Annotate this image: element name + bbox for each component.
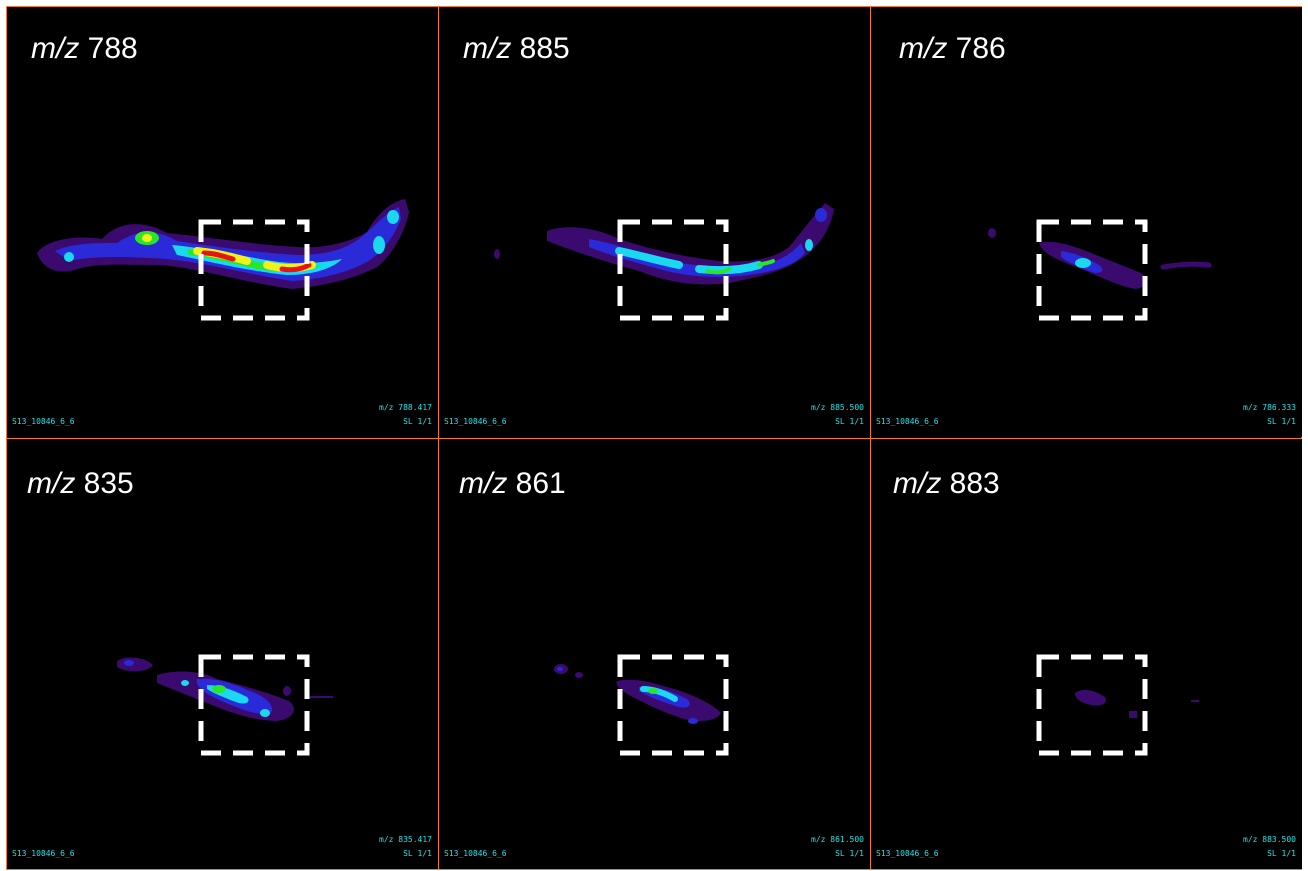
ion-image-835 [117, 654, 333, 756]
mz-prefix: m/z [893, 467, 942, 500]
mz-prefix: m/z [463, 32, 512, 65]
mz-prefix: m/z [27, 467, 76, 500]
sample-id: S13_10846_6_6 [876, 417, 939, 426]
panel-mz-786: m/z 786 S13_10846_6_6 m/z 786.333 SL 1/1 [871, 7, 1302, 437]
mz-readout: m/z 788.417 [379, 403, 432, 412]
roi-box [617, 654, 729, 756]
mz-prefix: m/z [899, 32, 948, 65]
sample-id: S13_10846_6_6 [444, 849, 507, 858]
ion-image-883 [1036, 654, 1199, 756]
ion-label: m/z 835 [27, 469, 134, 499]
slice-readout: SL 1/1 [1267, 849, 1296, 858]
roi-box [1036, 219, 1148, 321]
roi-box [198, 654, 310, 756]
ion-label: m/z 861 [459, 469, 566, 499]
mz-prefix: m/z [31, 32, 80, 65]
sample-id: S13_10846_6_6 [12, 849, 75, 858]
slice-readout: SL 1/1 [1267, 417, 1296, 426]
mz-readout: m/z 883.500 [1243, 835, 1296, 844]
slice-readout: SL 1/1 [403, 849, 432, 858]
ion-value: 788 [87, 32, 138, 65]
mz-readout: m/z 835.417 [379, 835, 432, 844]
ion-image-861 [554, 654, 729, 756]
mz-prefix: m/z [459, 467, 508, 500]
sample-id: S13_10846_6_6 [876, 849, 939, 858]
slice-readout: SL 1/1 [835, 417, 864, 426]
ion-value: 885 [519, 32, 570, 65]
roi-box [1036, 654, 1148, 756]
ion-label: m/z 885 [463, 34, 570, 64]
ion-value: 786 [955, 32, 1006, 65]
ion-value: 835 [83, 467, 134, 500]
mz-readout: m/z 885.500 [811, 403, 864, 412]
ion-value: 883 [949, 467, 1000, 500]
grid-divider-horizontal [7, 438, 1301, 439]
panel-mz-883: m/z 883 S13_10846_6_6 m/z 883.500 SL 1/1 [871, 439, 1302, 869]
panel-mz-885: m/z 885 S13_10846_6_6 m/z 885.500 SL 1/1 [439, 7, 870, 437]
ion-label: m/z 883 [893, 469, 1000, 499]
mz-readout: m/z 786.333 [1243, 403, 1296, 412]
slice-readout: SL 1/1 [403, 417, 432, 426]
panel-mz-861: m/z 861 S13_10846_6_6 m/z 861.500 SL 1/1 [439, 439, 870, 869]
mz-readout: m/z 861.500 [811, 835, 864, 844]
sample-id: S13_10846_6_6 [444, 417, 507, 426]
sample-id: S13_10846_6_6 [12, 417, 75, 426]
roi-box [198, 219, 310, 321]
ion-image-885 [494, 203, 834, 321]
ion-label: m/z 786 [899, 34, 1006, 64]
panel-mz-788: m/z 788 S13_10846_6_6 m/z 788.417 SL 1/1 [7, 7, 438, 437]
ion-label: m/z 788 [31, 34, 138, 64]
ion-image-786 [988, 219, 1212, 321]
roi-box [617, 219, 729, 321]
ion-image-788 [37, 199, 409, 321]
image-grid: m/z 788 S13_10846_6_6 m/z 788.417 SL 1/1… [6, 6, 1302, 870]
slice-readout: SL 1/1 [835, 849, 864, 858]
panel-mz-835: m/z 835 S13_10846_6_6 m/z 835.417 SL 1/1 [7, 439, 438, 869]
ion-value: 861 [515, 467, 566, 500]
